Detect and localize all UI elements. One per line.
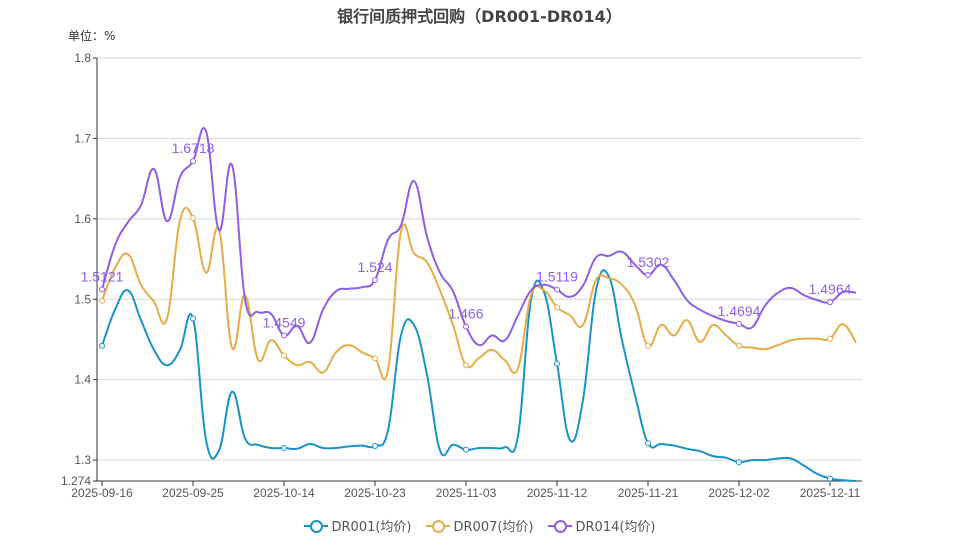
data-label: 1.524	[357, 259, 392, 275]
legend-label: DR001(均价)	[331, 520, 412, 535]
data-label: 1.5121	[81, 269, 124, 285]
legend-item[interactable]: DR007(均价)	[425, 516, 534, 535]
legend-label: DR014(均价)	[575, 520, 656, 535]
data-label: 1.4964	[809, 281, 852, 297]
data-point	[645, 440, 651, 447]
data-point	[281, 332, 287, 339]
legend: DR001(均价) DR007(均价) DR014(均价)	[0, 516, 959, 535]
legend-label: DR007(均价)	[453, 520, 534, 535]
series-line-DR007(均价)	[101, 206, 857, 381]
legend-item[interactable]: DR014(均价)	[547, 516, 656, 535]
y-tick-label: 1.274	[61, 474, 91, 488]
data-point	[281, 352, 287, 359]
data-point	[827, 335, 833, 342]
data-label: 1.466	[448, 306, 483, 322]
data-label: 1.4549	[263, 315, 306, 331]
data-label: 1.5302	[627, 254, 670, 270]
data-point	[463, 323, 469, 330]
data-point	[99, 297, 105, 304]
data-point	[554, 360, 560, 367]
data-point	[372, 276, 378, 283]
y-tick-label: 1.6	[74, 212, 91, 226]
data-point	[645, 271, 651, 278]
x-tick-label: 2025-10-14	[253, 486, 315, 500]
y-tick-label: 1.8	[74, 51, 91, 65]
x-tick-label: 2025-11-12	[527, 486, 588, 500]
x-tick-label: 2025-09-16	[71, 486, 133, 500]
data-point	[645, 342, 651, 349]
data-point	[554, 304, 560, 311]
chart-title: 银行间质押式回购（DR001-DR014）	[337, 7, 622, 26]
x-tick-label: 2025-11-21	[618, 486, 679, 500]
series-line-DR001(均价)	[101, 269, 857, 482]
x-tick-label: 2025-11-03	[436, 486, 497, 500]
legend-circle-icon	[303, 519, 328, 533]
data-point	[372, 443, 378, 450]
data-point	[281, 445, 287, 452]
data-point	[554, 286, 560, 293]
data-point	[99, 286, 105, 293]
data-point	[190, 158, 196, 165]
y-tick-label: 1.4	[74, 373, 91, 387]
unit-label: 单位：%	[68, 29, 116, 43]
data-point	[463, 362, 469, 369]
x-tick-label: 2025-09-25	[162, 486, 224, 500]
x-tick-label: 2025-10-23	[344, 486, 406, 500]
data-point	[736, 459, 742, 466]
data-point	[736, 342, 742, 349]
data-label: 1.4694	[718, 303, 761, 319]
legend-item[interactable]: DR001(均价)	[303, 516, 412, 535]
data-point	[99, 342, 105, 349]
data-point	[463, 446, 469, 453]
y-tick-label: 1.7	[74, 131, 91, 145]
legend-circle-icon	[425, 519, 450, 533]
series-line-DR014(均价)	[101, 127, 857, 347]
data-label: 1.5119	[536, 269, 578, 285]
x-tick-label: 2025-12-02	[708, 486, 770, 500]
data-label: 1.6718	[172, 140, 215, 156]
x-tick-label: 2025-12-11	[800, 486, 861, 500]
data-point	[190, 215, 196, 222]
y-tick-label: 1.5	[74, 292, 91, 306]
data-point	[372, 355, 378, 362]
data-point	[190, 315, 196, 322]
data-point	[736, 320, 742, 327]
y-tick-label: 1.3	[74, 453, 91, 467]
data-point	[827, 475, 833, 482]
data-point	[827, 299, 833, 306]
legend-circle-icon	[547, 519, 572, 533]
